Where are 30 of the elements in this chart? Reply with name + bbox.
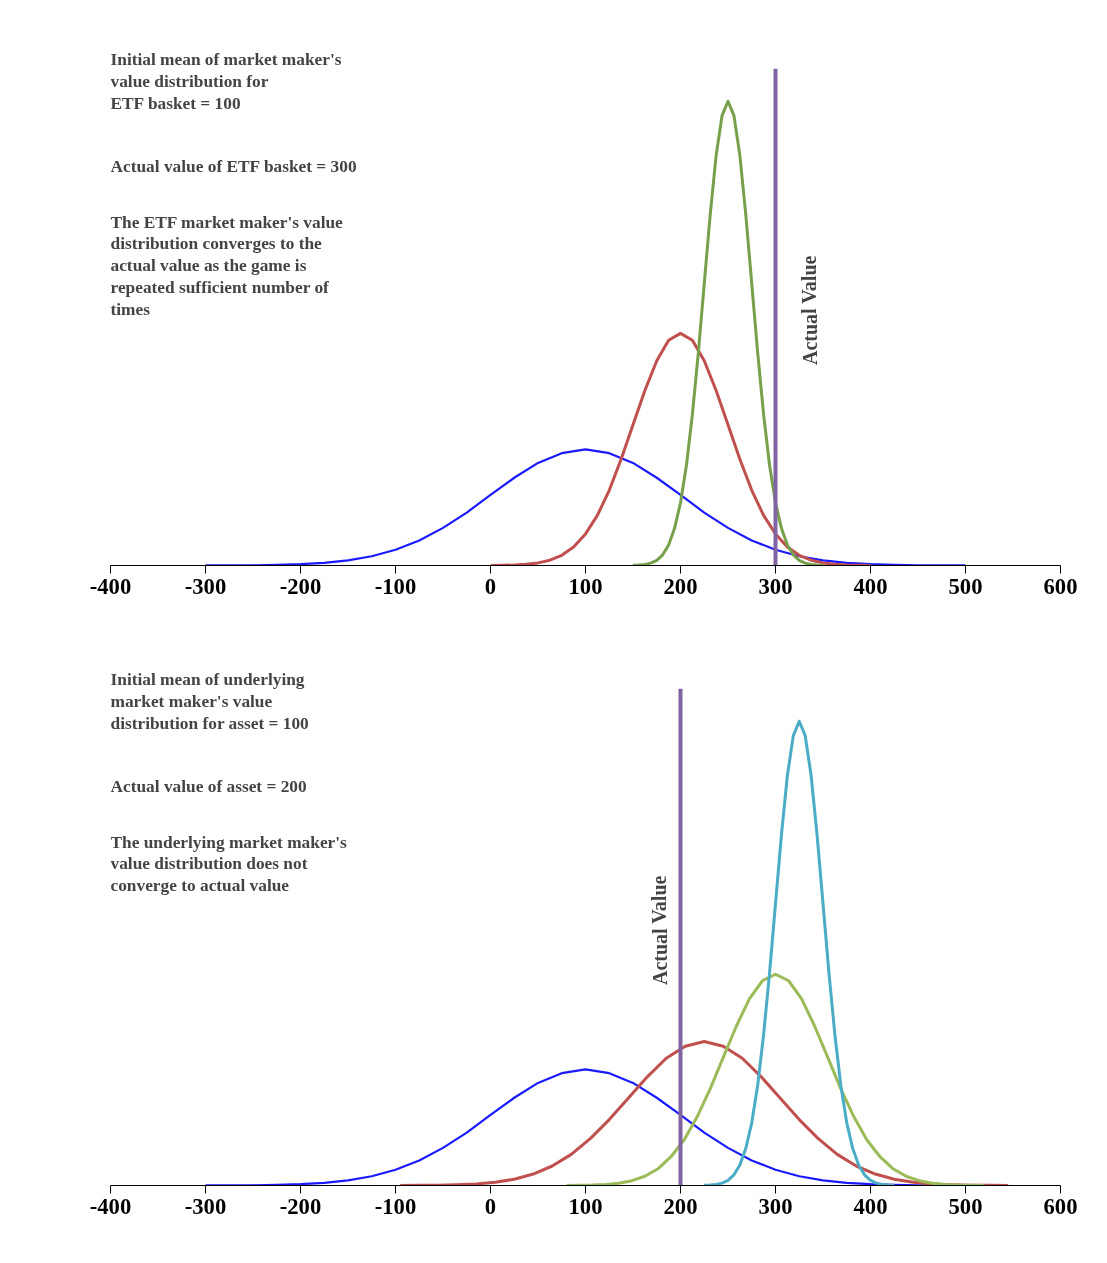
x-tick-label: -200	[279, 573, 322, 599]
annotation: The ETF market maker's value distribution converges to the actual value as the game is repeated sufficient number of times	[110, 212, 344, 320]
x-tick-label: 500	[948, 1193, 983, 1219]
annotation: Actual value of asset = 200	[110, 776, 307, 796]
x-tick-label: -100	[374, 1193, 417, 1219]
x-tick-label: 400	[853, 1193, 888, 1219]
x-tick-label: -100	[374, 573, 417, 599]
annotation: Initial mean of underlying market maker's value distribution for asset = 100	[110, 670, 309, 733]
x-tick-label: 0	[484, 1193, 497, 1219]
x-tick-label: 400	[853, 573, 888, 599]
x-tick-label: 200	[663, 573, 698, 599]
ref-line-label: Actual Value	[798, 255, 821, 366]
x-tick-label: -200	[279, 1193, 322, 1219]
x-tick-label: 100	[568, 573, 603, 599]
x-tick-label: -400	[89, 1193, 132, 1219]
x-tick-label: -300	[184, 1193, 227, 1219]
x-tick-label: 100	[568, 1193, 603, 1219]
x-tick-label: 300	[758, 1193, 793, 1219]
x-tick-label: 600	[1043, 1193, 1078, 1219]
x-tick-label: 300	[758, 573, 793, 599]
x-tick-label: -400	[89, 573, 132, 599]
x-tick-label: 600	[1043, 573, 1078, 599]
x-tick-label: 200	[663, 1193, 698, 1219]
annotation: Actual value of ETF basket = 300	[110, 156, 357, 176]
ref-line-label: Actual Value	[648, 875, 671, 986]
annotation: The underlying market maker's value distribution does not converge to actual value	[110, 832, 348, 896]
x-tick-label: 0	[484, 573, 497, 599]
annotation: Initial mean of market maker's value distribution for ETF basket = 100	[110, 50, 342, 113]
x-tick-label: -300	[184, 573, 227, 599]
x-tick-label: 500	[948, 573, 983, 599]
